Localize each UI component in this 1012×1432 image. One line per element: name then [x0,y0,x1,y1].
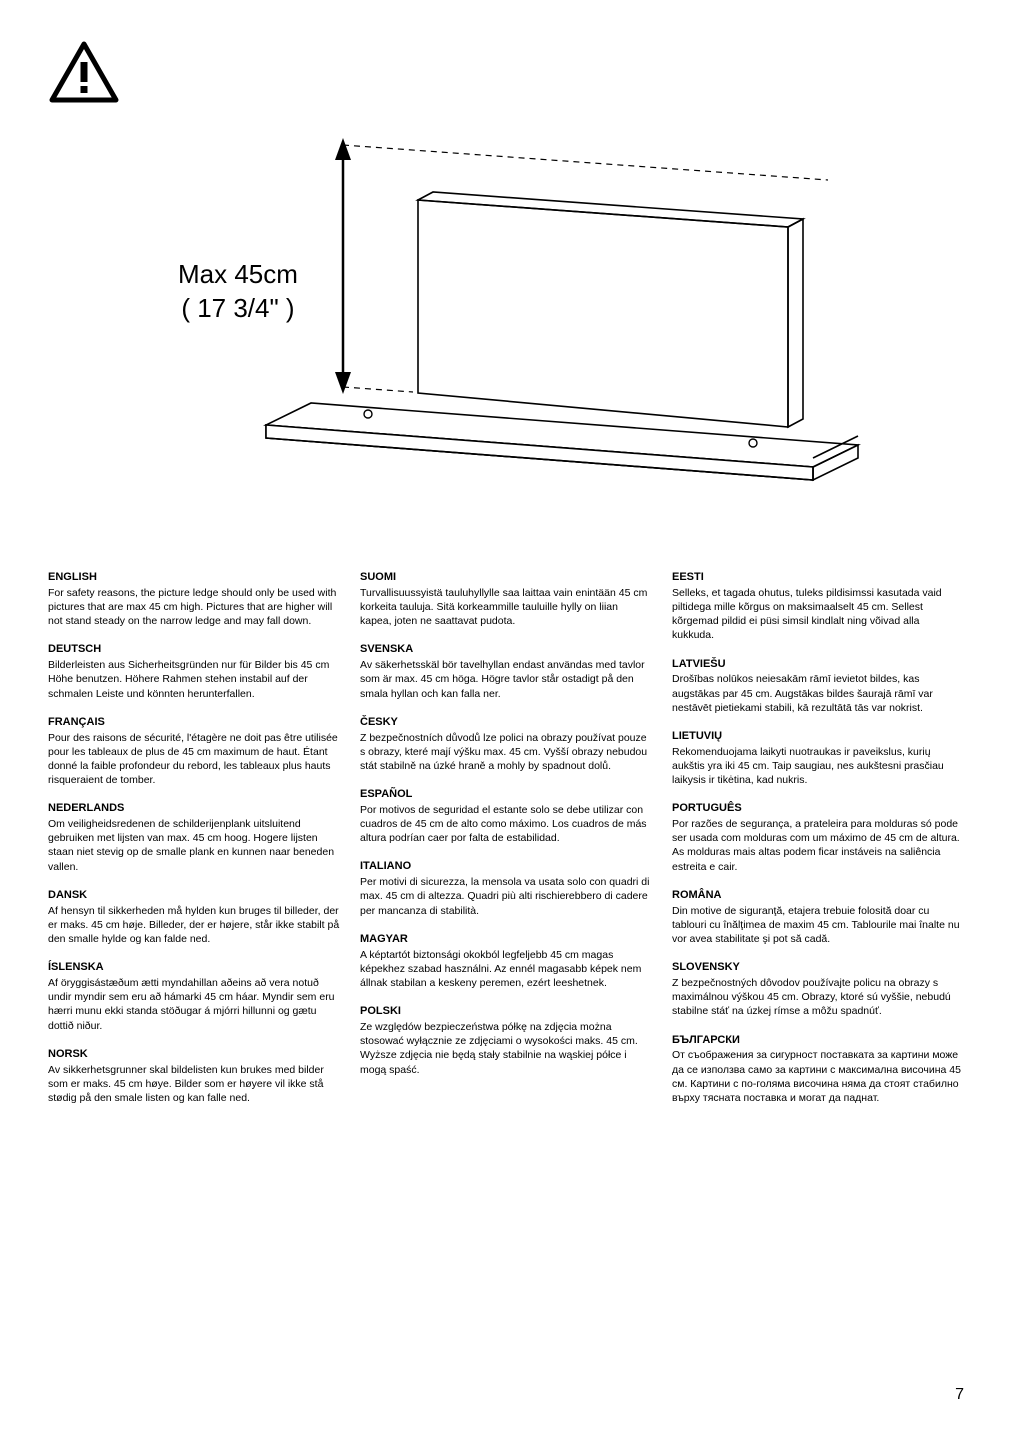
lang-title: ENGLISH [48,570,340,585]
lang-title: SUOMI [360,570,652,585]
lang-body: Selleks, et tagada ohutus, tuleks pildis… [672,586,964,643]
lang-title: ČESKY [360,715,652,730]
lang-body: Om veiligheidsredenen de schilderijenpla… [48,817,340,874]
column-1: ENGLISHFor safety reasons, the picture l… [48,570,340,1119]
lang-block: ITALIANOPer motivi di sicurezza, la mens… [360,859,652,917]
lang-body: A képtartót biztonsági okokból legfeljeb… [360,948,652,991]
column-2: SUOMITurvallisuussyistä tauluhyllylle sa… [360,570,652,1119]
lang-title: ITALIANO [360,859,652,874]
lang-body: Av sikkerhetsgrunner skal bildelisten ku… [48,1063,340,1106]
lang-block: ENGLISHFor safety reasons, the picture l… [48,570,340,628]
lang-title: SVENSKA [360,642,652,657]
lang-body: Av säkerhetsskäl bör tavelhyllan endast … [360,658,652,701]
lang-body: Af hensyn til sikkerheden må hylden kun … [48,904,340,947]
lang-body: For safety reasons, the picture ledge sh… [48,586,340,629]
lang-title: PORTUGUÊS [672,801,964,816]
lang-block: LIETUVIŲRekomenduojama laikyti nuotrauka… [672,729,964,787]
page-number: 7 [955,1386,964,1404]
lang-block: EESTISelleks, et tagada ohutus, tuleks p… [672,570,964,643]
lang-title: LATVIEŠU [672,657,964,672]
lang-body: Bilderleisten aus Sicherheitsgründen nur… [48,658,340,701]
lang-body: Din motive de siguranţă, etajera trebuie… [672,904,964,947]
lang-title: ESPAÑOL [360,787,652,802]
lang-body: Drošības nolūkos neiesakām rāmī ievietot… [672,672,964,715]
lang-title: MAGYAR [360,932,652,947]
lang-block: NORSKAv sikkerhetsgrunner skal bildelist… [48,1047,340,1105]
lang-title: DANSK [48,888,340,903]
lang-body: Z bezpečnostních důvodů lze polici na ob… [360,731,652,774]
lang-block: LATVIEŠUDrošības nolūkos neiesakām rāmī … [672,657,964,715]
diagram-area: Max 45cm ( 17 3/4" ) [48,40,964,560]
lang-body: Rekomenduojama laikyti nuotraukas ir pav… [672,745,964,788]
lang-body: Turvallisuussyistä tauluhyllylle saa lai… [360,586,652,629]
lang-block: DANSKAf hensyn til sikkerheden må hylden… [48,888,340,946]
lang-block: ÍSLENSKAAf öryggisástæðum ætti myndahill… [48,960,340,1033]
lang-block: ČESKYZ bezpečnostních důvodů lze polici … [360,715,652,773]
column-3: EESTISelleks, et tagada ohutus, tuleks p… [672,570,964,1119]
text-columns: ENGLISHFor safety reasons, the picture l… [48,570,964,1119]
lang-title: FRANÇAIS [48,715,340,730]
lang-title: LIETUVIŲ [672,729,964,744]
max-dimension-label: Max 45cm ( 17 3/4" ) [178,258,298,326]
lang-title: SLOVENSKY [672,960,964,975]
lang-block: POLSKIZe względów bezpieczeństwa półkę n… [360,1004,652,1077]
lang-block: PORTUGUÊSPor razões de segurança, a prat… [672,801,964,874]
lang-body: Z bezpečnostných dôvodov používajte poli… [672,976,964,1019]
lang-title: DEUTSCH [48,642,340,657]
lang-title: EESTI [672,570,964,585]
lang-body: От съображения за сигурност поставката з… [672,1048,964,1105]
lang-block: FRANÇAISPour des raisons de sécurité, l'… [48,715,340,788]
lang-body: Per motivi di sicurezza, la mensola va u… [360,875,652,918]
lang-body: Por motivos de seguridad el estante solo… [360,803,652,846]
max-line1: Max 45cm [178,258,298,292]
lang-block: NEDERLANDSOm veiligheidsredenen de schil… [48,801,340,874]
lang-body: Por razões de segurança, a prateleira pa… [672,817,964,874]
max-line2: ( 17 3/4" ) [178,292,298,326]
lang-block: БЪЛГАРСКИОт съображения за сигурност пос… [672,1033,964,1106]
lang-block: MAGYARA képtartót biztonsági okokból leg… [360,932,652,990]
warning-icon [48,40,120,104]
lang-title: БЪЛГАРСКИ [672,1033,964,1048]
lang-title: ÍSLENSKA [48,960,340,975]
lang-title: ROMÂNA [672,888,964,903]
lang-body: Pour des raisons de sécurité, l'étagère … [48,731,340,788]
lang-block: SUOMITurvallisuussyistä tauluhyllylle sa… [360,570,652,628]
lang-title: NORSK [48,1047,340,1062]
lang-block: SLOVENSKYZ bezpečnostných dôvodov použív… [672,960,964,1018]
lang-title: NEDERLANDS [48,801,340,816]
lang-block: ROMÂNADin motive de siguranţă, etajera t… [672,888,964,946]
lang-block: ESPAÑOLPor motivos de seguridad el estan… [360,787,652,845]
lang-block: DEUTSCHBilderleisten aus Sicherheitsgrün… [48,642,340,700]
lang-body: Af öryggisástæðum ætti myndahillan aðein… [48,976,340,1033]
lang-body: Ze względów bezpieczeństwa półkę na zdję… [360,1020,652,1077]
lang-title: POLSKI [360,1004,652,1019]
lang-block: SVENSKAAv säkerhetsskäl bör tavelhyllan … [360,642,652,700]
